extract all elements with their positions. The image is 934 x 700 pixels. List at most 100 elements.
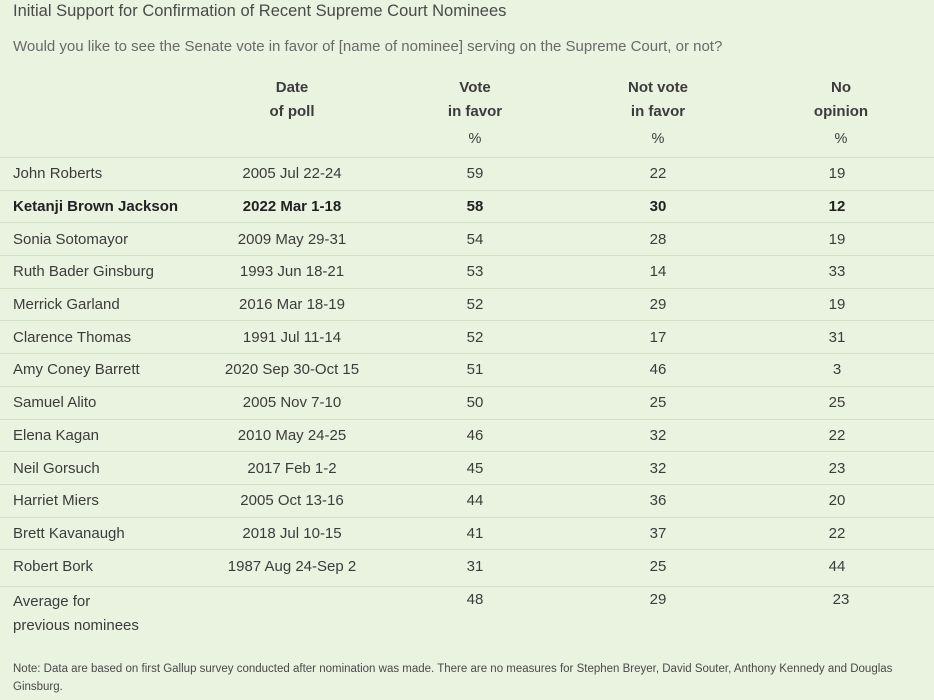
poll-date: 2018 Jul 10-15: [210, 516, 374, 550]
not-favor-value: 32: [576, 418, 740, 452]
favor-value: 50: [374, 385, 576, 419]
favor-value: 45: [374, 451, 576, 485]
nominee-name: Sonia Sotomayor: [0, 222, 210, 256]
average-label: Average for previous nominees: [13, 590, 153, 638]
poll-date: 2020 Sep 30-Oct 15: [210, 353, 374, 387]
header-not-favor: Not vote in favor: [598, 76, 718, 124]
table-row: John Roberts 2005 Jul 22-24 59 22 19: [0, 157, 934, 191]
not-favor-value: 25: [576, 385, 740, 419]
nominee-name: Merrick Garland: [0, 287, 210, 321]
table-body: John Roberts 2005 Jul 22-24 59 22 19 Ketanji …: [0, 157, 934, 582]
no-opinion-value: 44: [740, 549, 934, 582]
poll-date: 2017 Feb 1-2: [210, 451, 374, 485]
table-row: Neil Gorsuch 2017 Feb 1-2 45 32 23: [0, 451, 934, 485]
no-opinion-value: 19: [740, 157, 934, 191]
poll-date: 2022 Mar 1-18: [210, 189, 374, 223]
not-favor-value: 28: [576, 222, 740, 256]
favor-value: 54: [374, 222, 576, 256]
favor-value: 52: [374, 287, 576, 321]
pct-favor: %: [468, 131, 482, 147]
poll-date: 1991 Jul 11-14: [210, 320, 374, 354]
header-not-favor-line1: Not vote: [628, 79, 688, 96]
header-favor-line2: in favor: [447, 103, 503, 120]
not-favor-value: 17: [576, 320, 740, 354]
data-table: John Roberts 2005 Jul 22-24 59 22 19 Ketanji …: [0, 157, 934, 582]
header-date-line1: Date: [275, 79, 309, 96]
not-favor-value: 14: [576, 255, 740, 289]
poll-date: 2005 Oct 13-16: [210, 483, 374, 518]
favor-value: 46: [374, 418, 576, 452]
nominee-name: Ruth Bader Ginsburg: [0, 255, 210, 289]
no-opinion-value: 12: [740, 189, 934, 223]
table-row: Ruth Bader Ginsburg 1993 Jun 18-21 53 14 33: [0, 255, 934, 289]
no-opinion-value: 22: [740, 516, 934, 550]
header-date: Date of poll: [232, 76, 352, 124]
header-no-opinion: No opinion: [791, 76, 891, 124]
nominee-name: Brett Kavanaugh: [0, 516, 210, 550]
table-row: Ketanji Brown Jackson 2022 Mar 1-18 58 30 12: [0, 189, 934, 223]
table-row: Harriet Miers 2005 Oct 13-16 44 36 20: [0, 483, 934, 518]
no-opinion-value: 19: [740, 222, 934, 256]
header-favor: Vote in favor: [425, 76, 525, 124]
pct-no-opinion: %: [834, 131, 848, 147]
nominee-name: John Roberts: [0, 157, 210, 191]
footnote: Note: Data are based on first Gallup sur…: [13, 663, 893, 693]
table-row: Samuel Alito 2005 Nov 7-10 50 25 25: [0, 385, 934, 419]
poll-date: 2005 Nov 7-10: [210, 385, 374, 419]
poll-date: 2010 May 24-25: [210, 418, 374, 452]
poll-date: 1993 Jun 18-21: [210, 255, 374, 289]
table-row: Merrick Garland 2016 Mar 18-19 52 29 19: [0, 287, 934, 321]
not-favor-value: 22: [576, 157, 740, 191]
header-date-line2: of poll: [269, 103, 315, 120]
average-not-favor: 29: [649, 591, 667, 608]
not-favor-value: 30: [576, 189, 740, 223]
favor-value: 52: [374, 320, 576, 354]
favor-value: 51: [374, 353, 576, 387]
poll-date: 2005 Jul 22-24: [210, 157, 374, 191]
nominee-name: Harriet Miers: [0, 483, 210, 518]
no-opinion-value: 22: [740, 418, 934, 452]
not-favor-value: 46: [576, 353, 740, 387]
table-row: Elena Kagan 2010 May 24-25 46 32 22: [0, 418, 934, 452]
table-subtitle: Would you like to see the Senate vote in…: [13, 38, 723, 55]
favor-value: 41: [374, 516, 576, 550]
poll-date: 1987 Aug 24-Sep 2: [210, 549, 374, 582]
pct-not-favor: %: [651, 131, 665, 147]
average-label-line2: previous nominees: [13, 617, 139, 634]
no-opinion-value: 20: [740, 483, 934, 518]
favor-value: 44: [374, 483, 576, 518]
table-title: Initial Support for Confirmation of Rece…: [13, 2, 507, 20]
nominee-name: Robert Bork: [0, 549, 210, 582]
not-favor-value: 32: [576, 451, 740, 485]
favor-value: 31: [374, 549, 576, 582]
poll-date: 2016 Mar 18-19: [210, 287, 374, 321]
poll-date: 2009 May 29-31: [210, 222, 374, 256]
table-row: Clarence Thomas 1991 Jul 11-14 52 17 31: [0, 320, 934, 354]
no-opinion-value: 3: [740, 353, 934, 387]
not-favor-value: 37: [576, 516, 740, 550]
table-row: Brett Kavanaugh 2018 Jul 10-15 41 37 22: [0, 516, 934, 550]
nominee-name: Elena Kagan: [0, 418, 210, 452]
nominee-name: Clarence Thomas: [0, 320, 210, 354]
nominee-name: Neil Gorsuch: [0, 451, 210, 485]
table-row: Sonia Sotomayor 2009 May 29-31 54 28 19: [0, 222, 934, 256]
nominee-name: Samuel Alito: [0, 385, 210, 419]
favor-value: 58: [374, 189, 576, 223]
average-label-line1: Average for: [13, 593, 91, 610]
nominee-name: Amy Coney Barrett: [0, 353, 210, 387]
not-favor-value: 36: [576, 483, 740, 518]
not-favor-value: 29: [576, 287, 740, 321]
no-opinion-value: 33: [740, 255, 934, 289]
favor-value: 59: [374, 157, 576, 191]
favor-value: 53: [374, 255, 576, 289]
header-no-opinion-line2: opinion: [813, 103, 869, 120]
no-opinion-value: 23: [740, 451, 934, 485]
header-no-opinion-line1: No: [831, 79, 851, 96]
no-opinion-value: 25: [740, 385, 934, 419]
average-favor: 48: [466, 591, 484, 608]
table-row: Robert Bork 1987 Aug 24-Sep 2 31 25 44: [0, 549, 934, 582]
nominee-name: Ketanji Brown Jackson: [0, 189, 210, 223]
header-not-favor-line2: in favor: [630, 103, 686, 120]
not-favor-value: 25: [576, 549, 740, 582]
no-opinion-value: 19: [740, 287, 934, 321]
